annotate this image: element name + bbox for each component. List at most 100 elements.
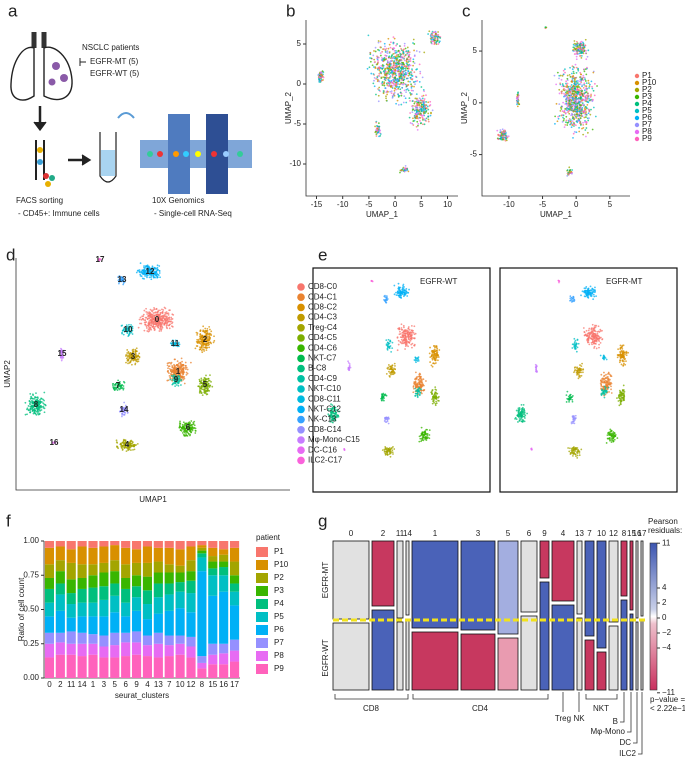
cell-dot	[389, 75, 392, 78]
cell-dot	[414, 75, 417, 78]
cell-dot	[409, 122, 412, 124]
cell-dot	[389, 46, 392, 49]
cell-dot	[169, 323, 171, 326]
cell-dot	[388, 55, 391, 58]
cell-dot	[407, 74, 410, 77]
cell-dot	[379, 133, 382, 135]
cell-dot	[566, 124, 569, 126]
cell-dot	[404, 67, 407, 70]
cell-dot	[43, 399, 45, 402]
cell-dot	[388, 345, 391, 348]
cell-dot	[554, 122, 556, 125]
cell-dot	[374, 50, 377, 53]
cell-dot	[437, 359, 439, 362]
cell-dot	[407, 70, 409, 72]
cell-dot	[388, 43, 391, 46]
panel-frame	[499, 267, 678, 493]
cell-dot	[579, 76, 581, 79]
cell-dot	[590, 80, 593, 83]
cell-dot	[417, 101, 420, 104]
cell-dot	[158, 330, 161, 332]
cell-dot	[557, 117, 560, 120]
cell-dot	[393, 284, 396, 287]
cell-dot	[560, 78, 563, 81]
cell-dot	[392, 446, 394, 448]
cell-dot	[397, 80, 400, 83]
cell-dot	[573, 83, 576, 85]
cell-dot	[507, 135, 510, 138]
panel-label: f	[6, 511, 11, 530]
cell-dot	[193, 424, 196, 427]
cell-dot	[414, 80, 417, 83]
cell-dot	[583, 83, 586, 86]
cell-dot	[123, 381, 126, 384]
cell-dot	[579, 54, 582, 57]
cell-dot	[385, 47, 388, 50]
cell-dot	[435, 359, 437, 361]
cell-dot	[587, 112, 590, 115]
cell-dot	[586, 131, 589, 134]
cell-dot	[385, 91, 388, 94]
cell-dot	[386, 453, 389, 456]
cell-dot	[401, 76, 404, 79]
cell-dot	[436, 392, 439, 395]
cell-dot	[437, 395, 440, 398]
cell-dot	[504, 138, 507, 141]
cell-dot	[392, 64, 395, 67]
cell-dot	[379, 54, 382, 57]
cell-dot	[585, 87, 588, 89]
cell-dot	[397, 87, 400, 90]
cell-dot	[560, 108, 563, 110]
cell-dot	[404, 168, 406, 170]
cell-dot	[26, 408, 28, 411]
cell-dot	[405, 62, 408, 65]
cell-dot	[30, 404, 33, 407]
cell-dot	[400, 328, 403, 331]
method-note: - Single-cell RNA-Seq	[154, 209, 232, 218]
cell-dot	[568, 73, 571, 76]
cell-dot	[571, 169, 574, 171]
cell-dot	[377, 48, 379, 51]
cell-dot	[407, 67, 410, 70]
cell-dot	[566, 169, 569, 171]
cell-dot	[405, 73, 408, 76]
cell-dot	[411, 336, 413, 339]
cell-dot	[433, 362, 436, 365]
cell-dot	[433, 31, 436, 34]
cell-dot	[418, 109, 421, 111]
cell-dot	[318, 81, 321, 83]
y-tick-label: 0	[473, 98, 478, 107]
cell-dot	[390, 371, 393, 374]
cell-dot	[418, 380, 421, 383]
cell-dot	[569, 85, 572, 88]
cell-dot	[161, 308, 163, 311]
cell-dot	[417, 124, 419, 127]
cell-dot	[155, 267, 158, 270]
cell-dot	[182, 425, 185, 428]
cell-dot	[169, 320, 172, 323]
cell-dot	[387, 449, 390, 452]
cell-dot	[380, 399, 383, 402]
cell-dot	[391, 81, 394, 84]
cell-dot	[398, 80, 401, 82]
cell-dot	[579, 97, 582, 100]
cell-dot	[589, 96, 592, 99]
cell-dot	[394, 73, 396, 76]
cell-dot	[556, 120, 559, 123]
cell-dot	[496, 129, 499, 132]
cell-dot	[404, 47, 407, 50]
cell-dot	[165, 311, 168, 313]
cell-dot	[581, 115, 584, 117]
cell-dot	[402, 81, 405, 84]
cell-dot	[390, 69, 392, 72]
cell-dot	[555, 102, 558, 105]
cell-dot	[377, 88, 379, 90]
cell-dot	[163, 323, 166, 325]
cell-dot	[573, 114, 576, 116]
cell-dot	[145, 311, 148, 313]
cell-dot	[412, 89, 415, 92]
cell-dot	[391, 366, 393, 369]
cell-dot	[398, 61, 401, 64]
cell-dot	[412, 58, 415, 61]
cell-dot	[167, 320, 170, 323]
